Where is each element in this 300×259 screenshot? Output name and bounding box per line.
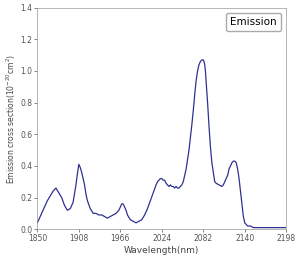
X-axis label: Wavelength(nm): Wavelength(nm)	[124, 246, 200, 255]
Y-axis label: Emission cross section$(10^{-20}$cm$^2)$: Emission cross section$(10^{-20}$cm$^2)$	[4, 53, 18, 184]
Legend: Emission: Emission	[226, 13, 281, 31]
